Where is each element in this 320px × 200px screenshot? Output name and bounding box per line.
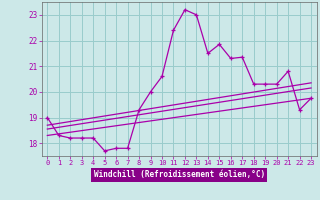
X-axis label: Windchill (Refroidissement éolien,°C): Windchill (Refroidissement éolien,°C)	[94, 170, 265, 179]
